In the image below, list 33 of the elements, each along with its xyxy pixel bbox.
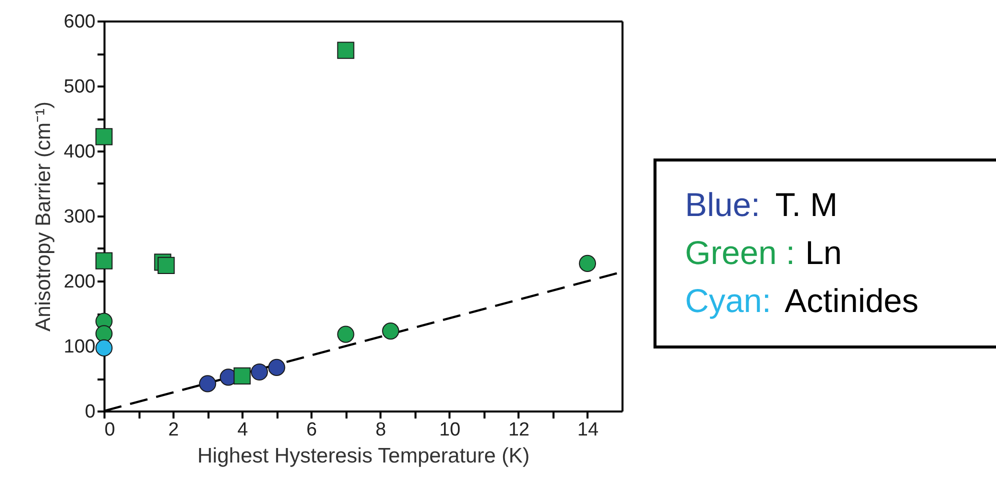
- point: [337, 42, 354, 59]
- y-tick-label: 600: [64, 12, 96, 32]
- point: [382, 322, 400, 340]
- point: [234, 367, 251, 384]
- y-axis-title: Anisotropy Barrier (cm⁻¹): [32, 102, 55, 332]
- y-tick-label: 400: [64, 142, 96, 162]
- point: [268, 358, 286, 376]
- x-tick-label: 8: [375, 420, 386, 440]
- x-tick-label: 6: [306, 420, 317, 440]
- point: [250, 363, 268, 381]
- y-tick-label: 0: [84, 402, 96, 422]
- point: [337, 326, 354, 343]
- x-tick-label: 4: [237, 420, 248, 440]
- x-tick-label: 2: [168, 420, 179, 440]
- point: [95, 252, 113, 270]
- y-tick-label: 200: [64, 272, 96, 292]
- text: Blue: T. M: [685, 186, 838, 223]
- point: [199, 375, 216, 392]
- text: Cyan: Actinides: [685, 282, 919, 319]
- x-tick-label: 0: [104, 420, 116, 440]
- point: [95, 339, 113, 356]
- point: [158, 256, 175, 274]
- x-tick-label: 12: [508, 420, 530, 440]
- y-tick-label: 300: [64, 206, 96, 228]
- x-tick-label: 10: [439, 420, 460, 440]
- y-tick-label: 100: [64, 336, 96, 358]
- y-tick-label: 500: [64, 76, 96, 98]
- point: [578, 254, 596, 272]
- x-axis-title: Highest Hysteresis Temperature (K): [197, 444, 530, 468]
- point: [95, 128, 113, 146]
- x-tick-label: 14: [577, 420, 599, 440]
- text: Green : Ln: [685, 234, 842, 271]
- point: [95, 325, 113, 342]
